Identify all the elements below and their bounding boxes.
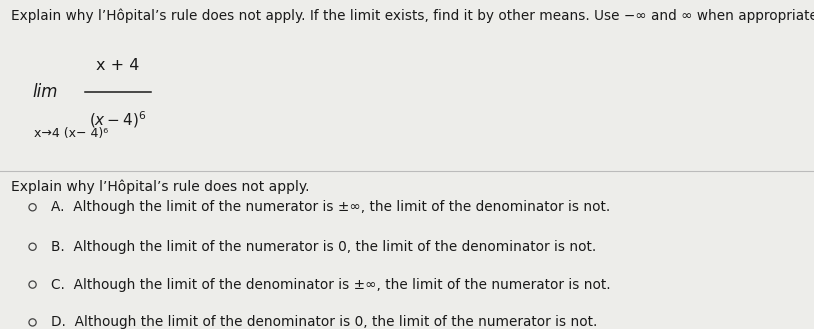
Text: x→4 (x− 4)⁶: x→4 (x− 4)⁶ xyxy=(34,127,108,140)
Text: B.  Although the limit of the numerator is 0, the limit of the denominator is no: B. Although the limit of the numerator i… xyxy=(51,240,597,254)
Text: Explain why l’Hôpital’s rule does not apply.: Explain why l’Hôpital’s rule does not ap… xyxy=(11,179,309,194)
Text: $(x - 4)^6$: $(x - 4)^6$ xyxy=(90,110,147,130)
Text: lim: lim xyxy=(33,83,58,101)
Text: A.  Although the limit of the numerator is ±∞, the limit of the denominator is n: A. Although the limit of the numerator i… xyxy=(51,200,611,214)
Text: D.  Although the limit of the denominator is 0, the limit of the numerator is no: D. Although the limit of the denominator… xyxy=(51,316,597,329)
Text: Explain why l’Hôpital’s rule does not apply. If the limit exists, find it by oth: Explain why l’Hôpital’s rule does not ap… xyxy=(11,8,814,23)
Text: C.  Although the limit of the denominator is ±∞, the limit of the numerator is n: C. Although the limit of the denominator… xyxy=(51,278,611,291)
Text: x + 4: x + 4 xyxy=(96,58,140,73)
